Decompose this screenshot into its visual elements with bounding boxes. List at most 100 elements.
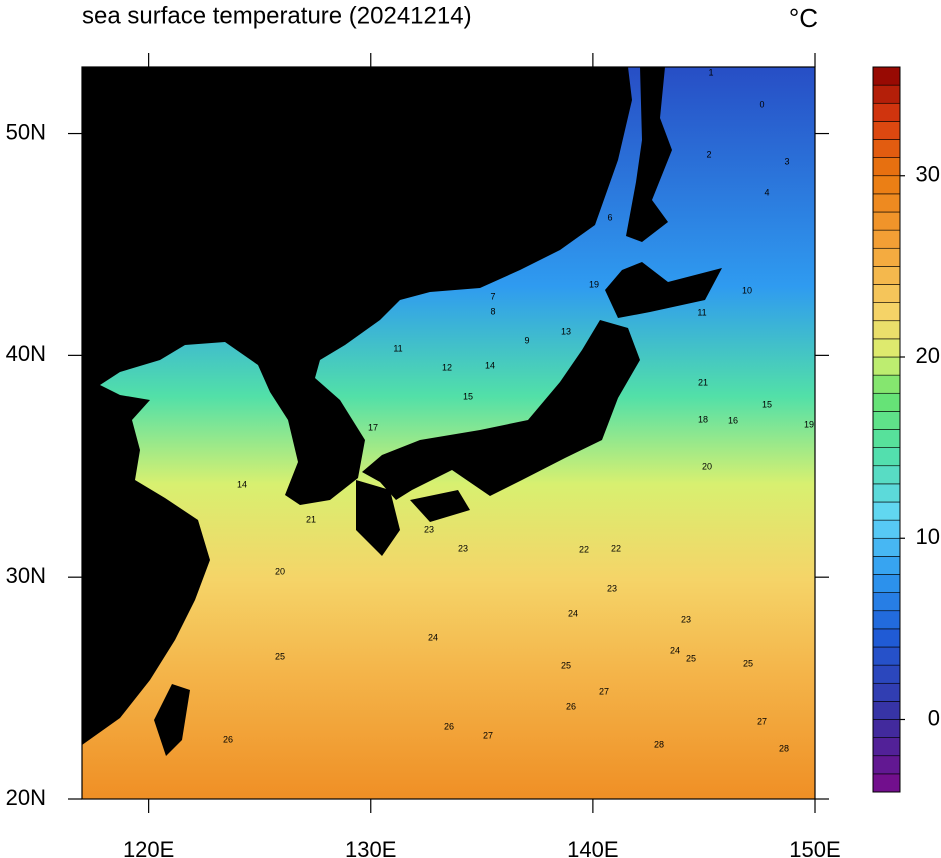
colorbar-box [872, 447, 901, 467]
y-tick-label: 50N [6, 119, 46, 144]
honshu [362, 320, 640, 500]
contour-label: 24 [670, 645, 680, 655]
colorbar-box [872, 374, 901, 394]
colorbar-box [872, 338, 901, 358]
contour-label: 25 [275, 651, 285, 661]
sakhalin [626, 67, 672, 242]
contour-label: 25 [686, 653, 696, 663]
colorbar-box [872, 610, 901, 630]
colorbar-box [872, 302, 901, 322]
contour-label: 19 [804, 419, 814, 429]
contour-label: 28 [779, 743, 789, 753]
contour-label: 14 [237, 479, 247, 489]
colorbar-box [872, 628, 901, 648]
taiwan [154, 684, 190, 756]
contour-label: 23 [607, 583, 617, 593]
shikoku [410, 490, 470, 522]
unit: °C [789, 3, 818, 33]
contour-label: 26 [566, 701, 576, 711]
contour-label: 23 [424, 524, 434, 534]
colorbar-box [872, 483, 901, 503]
colorbar-box [872, 682, 901, 702]
colorbar-box [872, 320, 901, 340]
contour-label: 20 [275, 566, 285, 576]
x-tick-label: 120E [123, 837, 174, 858]
colorbar-box [872, 266, 901, 285]
contour-label: 10 [742, 285, 752, 295]
contour-label: 6 [607, 212, 612, 222]
contour-label: 23 [458, 543, 468, 553]
contour-label: 3 [784, 156, 789, 166]
contour-label: 14 [485, 360, 495, 370]
contour-label: 17 [368, 422, 378, 432]
contour-label: 26 [223, 734, 233, 744]
contour-label: 1 [708, 67, 713, 77]
colorbar-box [872, 737, 901, 757]
contour-label: 20 [702, 461, 712, 471]
contour-label: 7 [490, 291, 495, 301]
colorbar-box [872, 501, 901, 521]
contour-label: 9 [524, 335, 529, 345]
contour-label: 4 [590, 202, 595, 212]
contour-label: 16 [728, 415, 738, 425]
y-tick-label: 30N [6, 563, 46, 588]
colorbar-tick-label: 0 [928, 705, 940, 730]
contour-label: 23 [681, 614, 691, 624]
colorbar-box [872, 646, 901, 666]
y-tick-label: 40N [6, 341, 46, 366]
colorbar-box [872, 392, 901, 412]
colorbar-box [872, 429, 901, 448]
colorbar-box [872, 356, 901, 376]
colorbar-box [872, 719, 901, 738]
contour-label: 15 [463, 391, 473, 401]
contour-label: 28 [654, 739, 664, 749]
colorbar-box [872, 211, 901, 231]
contour-label: 2 [706, 149, 711, 159]
colorbar-tick-label: 20 [916, 343, 940, 368]
map-frame [81, 66, 816, 800]
colorbar-box [872, 556, 901, 575]
colorbar-box [872, 755, 901, 775]
contour-label: 22 [611, 543, 621, 553]
colorbar-box [872, 175, 901, 195]
hokkaido [605, 262, 722, 318]
colorbar-box [872, 773, 901, 793]
colorbar-box [872, 411, 901, 430]
colorbar-box [872, 102, 901, 122]
contour-label: 21 [698, 377, 708, 387]
x-tick-label: 130E [345, 837, 396, 858]
colorbar-box [872, 139, 901, 158]
colorbar-tick-label: 10 [916, 524, 940, 549]
colorbar-box [872, 537, 901, 557]
colorbar-box [872, 592, 901, 612]
colorbar-box [872, 193, 901, 213]
contour-label: 13 [561, 326, 571, 336]
contour-label: 27 [757, 716, 767, 726]
contour-label: 11 [697, 307, 706, 317]
colorbar-box [872, 284, 901, 303]
contour-label: 8 [490, 306, 495, 316]
contour-label: 19 [589, 279, 599, 289]
contour-label: 15 [762, 399, 772, 409]
map-axes: 120E 130E 140E 150E 20N 30N 40N 50N [6, 53, 841, 858]
mainland [82, 67, 632, 745]
land [82, 67, 722, 756]
title: sea surface temperature (20241214) [82, 2, 472, 29]
x-tick-label: 150E [789, 837, 840, 858]
contour-label: 12 [442, 362, 452, 372]
x-tick-label: 140E [567, 837, 618, 858]
colorbar-tick-label: 30 [916, 162, 940, 187]
contour-label: 4 [764, 187, 769, 197]
contour-label: 0 [759, 99, 764, 109]
y-tick-label: 20N [6, 785, 46, 810]
contour-label: 5 [577, 221, 582, 231]
contour-label: 11 [393, 343, 402, 353]
colorbar-box [872, 157, 901, 177]
colorbar-box [872, 121, 901, 140]
contour-label: 24 [428, 632, 438, 642]
contour-label: 25 [561, 660, 571, 670]
